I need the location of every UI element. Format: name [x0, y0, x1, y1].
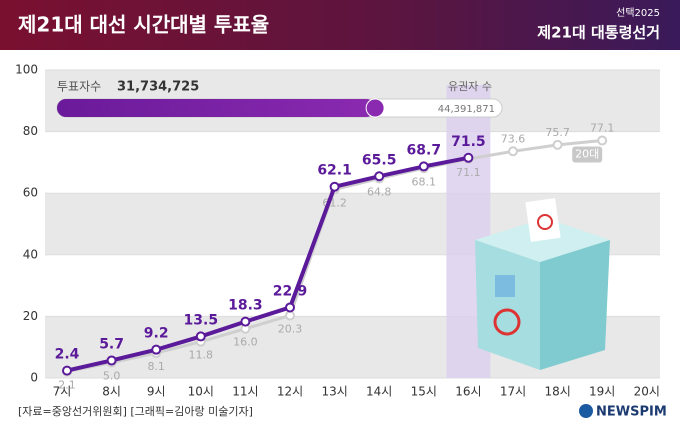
brand-big: 제21대 대통령선거 — [537, 24, 660, 42]
series-name: 20대 — [575, 148, 599, 161]
y-tick-label: 60 — [23, 186, 38, 200]
x-tick-label: 17시 — [500, 385, 526, 399]
voters-label: 투표자수 — [57, 80, 101, 94]
point — [418, 161, 429, 172]
value-label: 5.7 — [99, 336, 124, 352]
ballot-box — [475, 198, 610, 370]
value-label: 8.1 — [147, 360, 165, 373]
value-label: 77.1 — [590, 122, 615, 135]
value-label: 64.8 — [367, 185, 392, 198]
y-tick-label: 0 — [30, 371, 38, 385]
series-line — [66, 155, 469, 373]
point — [151, 344, 162, 355]
electorate-label: 유권자 수 — [448, 80, 492, 93]
value-label: 20.3 — [278, 322, 303, 335]
value-label: 18.3 — [228, 298, 263, 314]
point — [240, 316, 251, 327]
voters-value: 31,734,725 — [117, 80, 199, 95]
x-tick-label: 11시 — [232, 385, 258, 399]
value-label: 73.6 — [501, 132, 526, 145]
point — [552, 139, 563, 150]
point — [285, 310, 295, 321]
point — [597, 135, 608, 146]
x-tick-label: 8시 — [102, 385, 121, 399]
header — [0, 0, 680, 50]
electorate-value: 44,391,871 — [438, 104, 495, 115]
value-label: 5.0 — [103, 370, 121, 383]
progress-knob — [365, 98, 385, 118]
x-tick-label: 16시 — [455, 385, 481, 399]
y-tick-label: 80 — [23, 124, 38, 138]
point — [463, 152, 474, 163]
value-label: 62.1 — [317, 163, 352, 179]
value-label: 16.0 — [233, 336, 258, 349]
source: [자료=중앙선거위원회] [그래픽=김아랑 미술기자] — [18, 405, 253, 418]
x-tick-label: 18시 — [544, 385, 570, 399]
logo: NEWSPIM — [596, 405, 667, 420]
value-label: 2.1 — [58, 379, 76, 392]
point — [374, 171, 385, 182]
x-tick-label: 10시 — [188, 385, 214, 399]
value-label: 22.9 — [273, 283, 308, 299]
x-tick-label: 13시 — [321, 385, 347, 399]
value-label: 13.5 — [184, 312, 219, 328]
logo-icon — [579, 404, 593, 418]
x-tick-label: 9시 — [147, 385, 166, 399]
x-tick-label: 14시 — [366, 385, 392, 399]
point — [195, 331, 206, 342]
point — [329, 181, 340, 192]
point — [62, 365, 72, 376]
x-tick-label: 20시 — [634, 385, 660, 399]
value-label: 2.4 — [55, 347, 80, 363]
series-tag-bg — [572, 146, 603, 163]
x-tick-label: 12시 — [277, 385, 303, 399]
value-label: 65.5 — [362, 152, 397, 168]
brand-small: 선택2025 — [616, 7, 660, 19]
chart-title: 제21대 대선 시간대별 투표율 — [18, 13, 269, 37]
x-tick-label: 7시 — [53, 385, 72, 399]
value-label: 68.1 — [412, 175, 437, 188]
point — [508, 146, 518, 157]
value-label: 68.7 — [407, 142, 442, 158]
progress-fill — [57, 99, 376, 117]
point — [106, 355, 117, 366]
y-tick-label: 20 — [23, 309, 38, 323]
x-tick-label: 15시 — [411, 385, 437, 399]
value-label: 9.2 — [144, 326, 169, 342]
value-label: 11.8 — [189, 349, 214, 362]
point — [285, 302, 295, 313]
value-label: 75.7 — [545, 126, 570, 139]
y-tick-label: 100 — [15, 63, 38, 77]
value-label: 71.5 — [451, 134, 486, 150]
y-tick-label: 40 — [23, 247, 38, 261]
x-tick-label: 19시 — [589, 385, 615, 399]
value-label: 71.1 — [456, 166, 481, 179]
